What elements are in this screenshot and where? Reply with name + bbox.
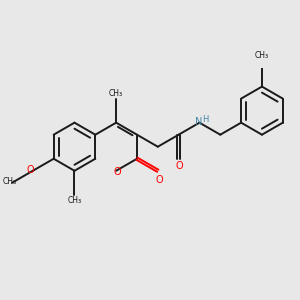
Text: O: O — [176, 161, 184, 171]
Text: CH₃: CH₃ — [255, 51, 269, 60]
Text: N: N — [195, 117, 202, 127]
Text: O: O — [155, 175, 163, 185]
Text: H: H — [202, 115, 208, 124]
Text: CH₃: CH₃ — [68, 196, 82, 205]
Text: CH₃: CH₃ — [109, 88, 123, 98]
Text: O: O — [27, 165, 34, 175]
Text: O: O — [113, 167, 121, 177]
Text: CH₃: CH₃ — [3, 177, 17, 186]
